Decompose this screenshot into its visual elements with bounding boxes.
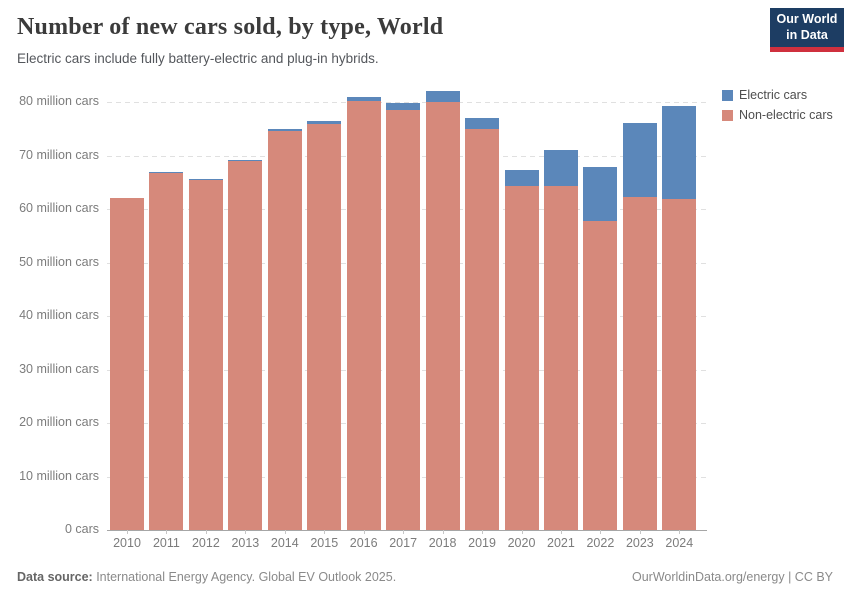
legend-swatch-electric-icon [722,89,733,101]
bar-2020-electric[interactable] [504,169,539,186]
x-tick-label: 2014 [270,536,299,550]
x-tick-label: 2018 [428,536,457,550]
bar-2021-electric[interactable] [543,150,578,186]
x-tick-label: 2020 [507,536,536,550]
x-tick-label: 2013 [231,536,260,550]
x-tick [166,530,168,534]
gridline [107,102,707,104]
bar-2014-electric[interactable] [267,129,302,131]
y-tick-label: 70 million cars [19,147,99,162]
bar-2018-electric[interactable] [425,90,460,103]
x-tick-label: 2021 [547,536,575,550]
x-tick-label: 2015 [310,536,339,550]
x-tick [403,530,405,534]
credit-link[interactable]: OurWorldinData.org/energy | CC BY [631,570,833,584]
x-tick-label: 2010 [113,536,141,550]
x-tick-label: 2012 [191,536,220,550]
plot-area: 2010 2011 2012 2013 2014 2015 2016 2017 2018 2019… [107,85,707,550]
legend-label-electric: Electric cars [739,88,808,102]
legend-label-non-electric: Non-electric cars [739,108,833,122]
page-title: Number of new cars sold, by type, World [17,14,444,40]
legend-swatch-non-electric-icon [722,109,733,121]
x-tick-label: 2017 [389,536,418,550]
bar-2023-non-electric[interactable] [622,197,657,530]
x-tick-label: 2022 [586,536,615,550]
x-tick [600,530,602,534]
owid-logo-line1: Our World [776,11,838,26]
x-tick [205,530,207,534]
bar-2013-non-electric[interactable] [228,160,263,530]
y-tick-label: 30 million cars [19,361,99,376]
y-tick-label: 50 million cars [19,254,99,269]
x-tick [560,530,562,534]
bar-2016-electric[interactable] [346,96,381,102]
x-tick-label: 2016 [349,536,378,550]
data-source-label: Data source: [17,570,93,584]
x-tick [482,530,484,534]
x-tick [284,530,286,534]
bar-2011-non-electric[interactable] [149,172,184,530]
bar-2016-non-electric[interactable] [346,101,381,530]
legend-item-non-electric[interactable]: Non-electric cars [722,108,833,122]
x-tick [324,530,326,534]
x-tick [521,530,523,534]
x-tick [127,530,128,534]
bar-2024-electric[interactable] [662,105,697,199]
chart-subtitle: Electric cars include fully battery-elec… [17,51,379,66]
bar-2015-electric[interactable] [307,121,342,125]
x-tick [442,530,444,534]
x-tick [245,530,247,534]
y-tick-label: 60 million cars [19,201,99,216]
bar-2021-non-electric[interactable] [543,185,578,530]
bar-2019-electric[interactable] [465,117,500,130]
bar-2017-electric[interactable] [386,103,421,110]
bar-2015-non-electric[interactable] [307,124,342,530]
bar-2024-non-electric[interactable] [662,198,697,530]
x-tick-label: 2011 [152,536,180,550]
bar-2022-non-electric[interactable] [583,221,618,530]
bar-2014-non-electric[interactable] [267,131,302,530]
bar-2017-non-electric[interactable] [386,109,421,530]
x-axis-line [107,530,707,531]
data-source-text: International Energy Agency. Global EV O… [92,570,397,584]
bar-2023-electric[interactable] [622,122,657,198]
bar-2012-non-electric[interactable] [188,179,223,530]
y-tick-label: 0 cars [64,522,99,536]
x-tick-label: 2024 [665,536,694,550]
bar-2020-non-electric[interactable] [504,185,539,530]
x-tick-label: 2023 [625,536,654,550]
legend: Electric cars Non-electric cars [722,88,833,128]
bar-2022-electric[interactable] [583,166,618,222]
x-tick [639,530,641,534]
y-tick-label: 10 million cars [19,468,99,483]
legend-item-electric[interactable]: Electric cars [722,88,833,102]
y-tick-label: 40 million cars [19,308,99,323]
bar-2011-electric[interactable] [149,171,184,173]
owid-logo-line2: in Data [786,27,828,42]
data-source: Data source: International Energy Agency… [17,570,396,584]
x-tick [679,530,681,534]
bar-2010-non-electric[interactable] [110,198,144,530]
bar-2012-electric[interactable] [188,179,223,180]
x-tick [363,530,365,534]
bar-2019-non-electric[interactable] [465,129,500,530]
x-tick-label: 2019 [468,536,496,550]
y-tick-label: 80 million cars [19,94,99,109]
bar-2018-non-electric[interactable] [425,102,460,530]
y-tick-label: 20 million cars [19,415,99,430]
owid-logo[interactable]: Our World in Data [770,8,844,52]
bar-2013-electric[interactable] [228,159,263,161]
